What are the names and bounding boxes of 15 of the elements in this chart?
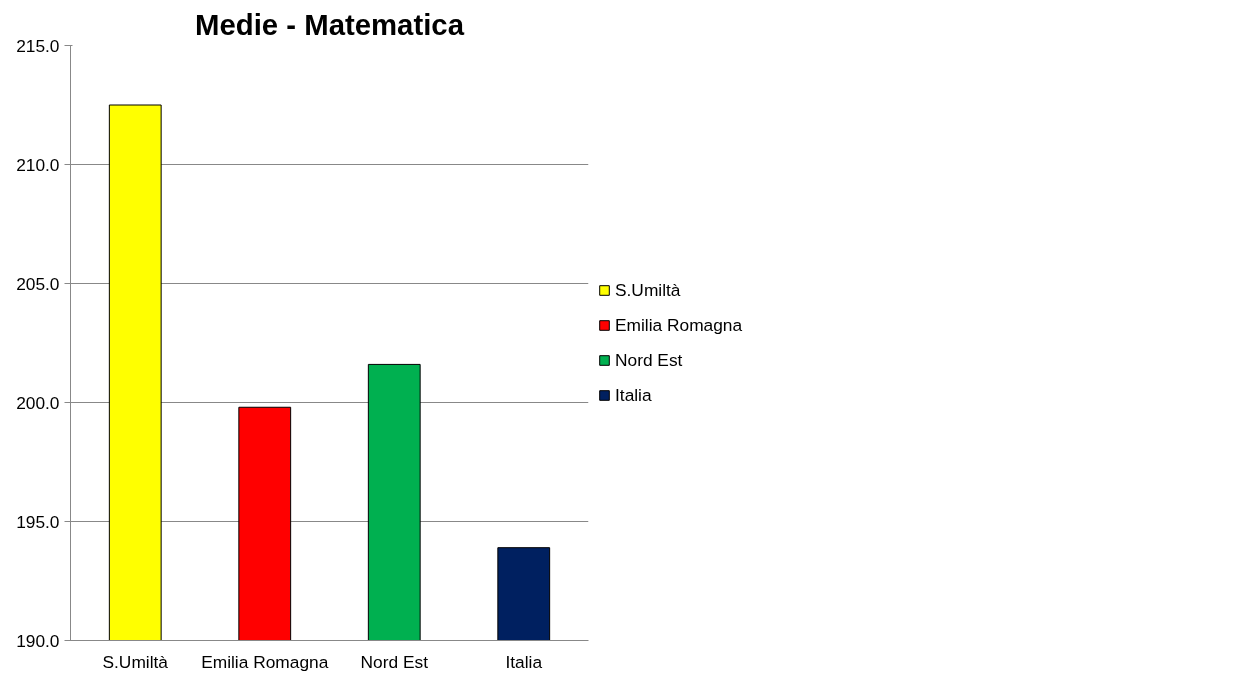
y-tick-label: 205.0 <box>16 273 60 294</box>
x-tick-label: Nord Est <box>360 651 429 672</box>
y-tick-label: 215.0 <box>16 35 60 56</box>
legend-label: Nord Est <box>615 349 683 371</box>
x-tick-label: S.Umiltà <box>102 651 169 672</box>
y-tick-label: 190.0 <box>16 630 60 651</box>
legend-label: Emilia Romagna <box>615 314 743 336</box>
y-tick-label: 210.0 <box>16 154 60 175</box>
legend-label: S.Umiltà <box>615 279 681 301</box>
x-tick-label: Emilia Romagna <box>201 651 329 672</box>
chart-title: Medie - Matematica <box>195 7 465 41</box>
y-tick-label: 200.0 <box>16 392 60 413</box>
legend-label: Italia <box>615 384 652 406</box>
y-tick-label: 195.0 <box>16 511 60 532</box>
x-tick-label: Italia <box>505 651 543 672</box>
